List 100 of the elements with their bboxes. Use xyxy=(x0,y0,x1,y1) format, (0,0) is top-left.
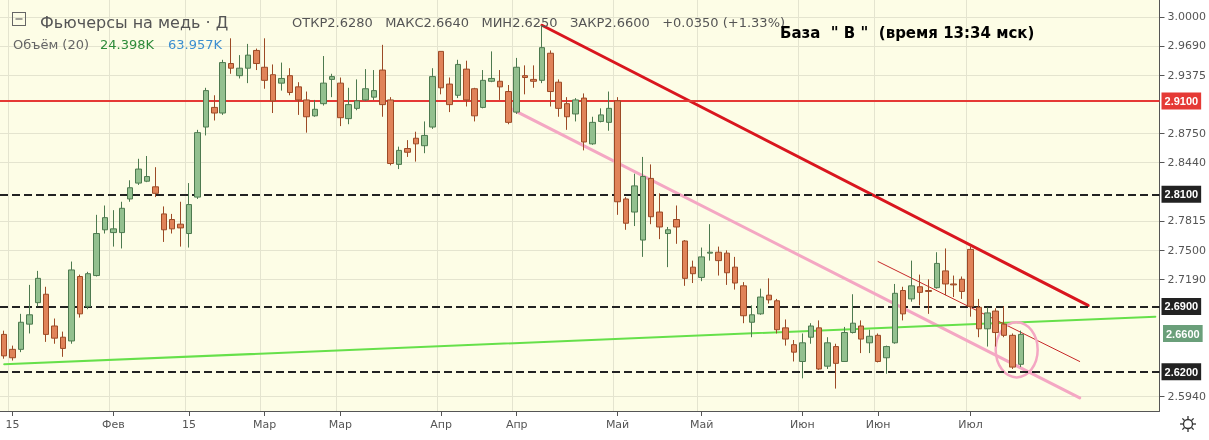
candlestick xyxy=(413,131,419,163)
candlestick xyxy=(682,239,688,287)
candlestick xyxy=(446,77,453,113)
candlestick xyxy=(18,313,24,353)
candlestick xyxy=(724,249,730,286)
candlestick xyxy=(925,278,932,315)
candlestick xyxy=(614,96,621,216)
candlestick xyxy=(203,87,209,136)
candlestick xyxy=(707,223,713,262)
candlestick xyxy=(135,158,142,186)
candlestick xyxy=(589,116,596,146)
candlestick xyxy=(766,277,772,305)
candlestick xyxy=(497,69,503,101)
candlestick xyxy=(152,166,159,198)
candlestick xyxy=(598,107,604,123)
candlestick xyxy=(858,319,864,354)
y-tick-label: 2.7815 xyxy=(1167,214,1207,228)
x-tick-label: Май xyxy=(605,418,630,431)
candlestick xyxy=(455,59,461,99)
annotation: 63.957K xyxy=(168,37,223,52)
candlestick xyxy=(967,246,974,318)
annotation: Объём (20) xyxy=(13,37,90,52)
y-tick-label: 2.9690 xyxy=(1167,39,1207,53)
x-tick-label: Июн xyxy=(865,418,891,431)
candlestick xyxy=(984,306,991,348)
candlestick xyxy=(371,69,377,101)
candlestick xyxy=(791,339,797,362)
candlestick xyxy=(623,196,629,231)
candlestick xyxy=(917,274,923,306)
candlestick xyxy=(194,129,201,200)
candlestick xyxy=(1001,305,1007,338)
candlestick xyxy=(144,155,150,183)
y-tick-label: 2.9375 xyxy=(1167,68,1207,82)
candlestick xyxy=(169,213,175,235)
candlestick xyxy=(883,345,890,375)
candlestick xyxy=(77,274,83,319)
candlestick xyxy=(345,87,352,125)
candlestick xyxy=(572,97,579,122)
candlestick xyxy=(782,318,789,347)
candlestick xyxy=(522,64,528,95)
x-tick-label: Фев xyxy=(102,418,125,431)
candlestick xyxy=(480,69,486,109)
ref-line-label: 2.9100 xyxy=(1164,94,1199,107)
candlestick xyxy=(833,343,839,390)
candlestick xyxy=(43,286,49,343)
candlestick xyxy=(35,270,41,307)
candlestick xyxy=(85,271,91,310)
candlestick xyxy=(698,247,705,282)
candlestick xyxy=(934,251,940,290)
candlestick xyxy=(749,304,755,338)
y-tick-label: 2.7500 xyxy=(1167,243,1207,257)
candlestick xyxy=(68,261,75,345)
candlestick xyxy=(177,201,184,248)
candlestick xyxy=(808,322,814,345)
candlestick xyxy=(404,139,411,158)
candlestick xyxy=(640,156,646,258)
candlestick xyxy=(841,326,848,362)
candlestick xyxy=(992,307,999,348)
candlestick xyxy=(337,77,344,127)
y-tick-label: 2.5940 xyxy=(1167,389,1207,403)
candlestick xyxy=(732,256,738,291)
candlestick xyxy=(1,330,7,360)
candlestick xyxy=(253,48,260,71)
candlestick xyxy=(245,43,251,84)
candlestick xyxy=(715,246,722,277)
candlestick xyxy=(631,173,638,227)
candlestick xyxy=(186,182,192,249)
candlestick xyxy=(665,226,671,268)
x-tick-label: Апр xyxy=(430,418,452,431)
candlestick xyxy=(1018,330,1024,368)
candlestick xyxy=(505,84,512,125)
y-tick-label: 2.8750 xyxy=(1167,127,1207,141)
ref-line-label: 2.8100 xyxy=(1164,188,1199,201)
candlestick xyxy=(354,78,360,111)
candlestick xyxy=(900,286,906,321)
candlestick xyxy=(606,91,612,132)
y-tick-label: 2.8440 xyxy=(1167,156,1207,170)
candlestick xyxy=(656,192,663,240)
candlestick xyxy=(438,50,444,95)
candlestick xyxy=(278,62,285,92)
candlestick xyxy=(757,288,764,316)
candlestick xyxy=(816,319,822,371)
candlestick xyxy=(312,99,318,118)
ref-line-label: 2.6200 xyxy=(1164,365,1199,378)
candlestick xyxy=(261,37,268,90)
candlestick xyxy=(429,67,436,130)
candlestick xyxy=(564,96,570,131)
candlestick xyxy=(892,283,898,345)
candlestick xyxy=(219,59,226,116)
candlestick xyxy=(581,92,587,151)
candlestick xyxy=(9,345,16,362)
candlestick xyxy=(530,64,537,89)
candlestick xyxy=(908,260,915,303)
candlestick xyxy=(875,332,881,363)
candlestick xyxy=(93,214,100,277)
candlestick xyxy=(648,163,654,225)
x-tick-label: 15 xyxy=(5,418,20,431)
candlestick xyxy=(320,55,327,107)
candlestick xyxy=(959,275,965,300)
candlestick xyxy=(110,209,117,248)
